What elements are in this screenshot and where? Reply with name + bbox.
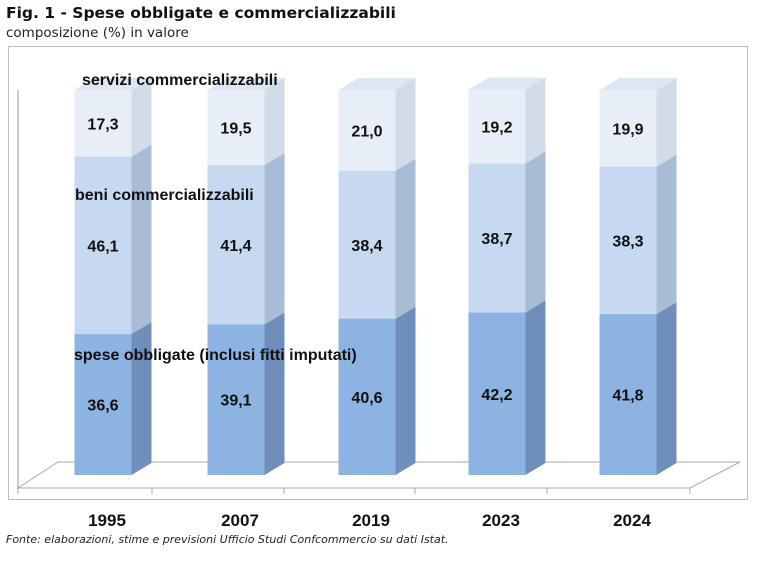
bar-side-1 xyxy=(395,158,416,319)
bar-top-2 xyxy=(207,78,285,90)
bar-top-2 xyxy=(468,77,546,90)
data-label: 39,1 xyxy=(220,393,251,410)
bar-side-1 xyxy=(264,153,285,325)
bar-front-0 xyxy=(468,312,526,475)
bar-top-2 xyxy=(338,78,416,90)
bar-front-2 xyxy=(74,90,132,157)
bar-side-1 xyxy=(131,144,152,335)
bar-side-2 xyxy=(264,78,285,166)
bar-side-2 xyxy=(656,78,677,167)
data-label: 38,3 xyxy=(612,233,643,250)
bar-front-2 xyxy=(599,90,657,167)
bar-front-0 xyxy=(338,318,396,475)
bar-side-0 xyxy=(131,322,152,475)
bar-side-1 xyxy=(525,151,546,313)
x-tick-label: 2019 xyxy=(352,511,390,530)
x-tick-label: 2024 xyxy=(613,511,651,530)
bar-front-1 xyxy=(207,165,265,325)
bar-side-2 xyxy=(131,78,152,157)
bar-side-0 xyxy=(525,300,546,475)
data-label: 40,6 xyxy=(351,390,382,407)
x-tick-label: 1995 xyxy=(88,511,126,530)
x-tick-label: 2007 xyxy=(221,511,259,530)
bar-front-0 xyxy=(207,324,265,475)
data-label: 19,5 xyxy=(220,121,251,138)
bar-front-1 xyxy=(599,166,657,315)
bar-side-1 xyxy=(656,154,677,315)
series-label: servizi commercializzabili xyxy=(82,72,278,89)
bar-front-2 xyxy=(207,90,265,166)
bar-side-2 xyxy=(525,77,546,164)
bar-front-2 xyxy=(338,90,396,171)
data-label: 21,0 xyxy=(351,123,382,140)
chart-frame xyxy=(8,46,748,500)
data-label: 36,6 xyxy=(87,398,118,415)
source-note: Fonte: elaborazioni, stime e previsioni … xyxy=(6,533,449,546)
bar-front-2 xyxy=(468,89,526,164)
data-label: 19,2 xyxy=(481,120,512,137)
data-label: 17,3 xyxy=(87,116,118,133)
bar-front-1 xyxy=(468,163,526,313)
bar-side-0 xyxy=(395,306,416,475)
data-label: 19,9 xyxy=(612,121,643,138)
bar-top-2 xyxy=(599,78,677,90)
data-label: 46,1 xyxy=(87,238,118,255)
bar-top-2 xyxy=(74,78,152,90)
chart-title: Fig. 1 - Spese obbligate e commercializz… xyxy=(6,4,396,22)
data-label: 41,4 xyxy=(220,238,251,255)
data-label: 38,7 xyxy=(481,231,512,248)
x-tick-label: 2023 xyxy=(482,511,520,530)
bar-front-0 xyxy=(599,314,657,475)
chart-subtitle: composizione (%) in valore xyxy=(6,25,189,41)
data-label: 41,8 xyxy=(612,388,643,405)
bar-front-1 xyxy=(74,156,132,335)
data-label: 38,4 xyxy=(351,238,382,255)
bar-side-0 xyxy=(264,312,285,475)
bar-front-0 xyxy=(74,334,132,475)
bar-side-0 xyxy=(656,302,677,475)
bar-front-1 xyxy=(338,170,396,319)
series-label: spese obbligate (inclusi fitti imputati) xyxy=(74,347,357,364)
series-label: beni commercializzabili xyxy=(75,187,254,204)
data-label: 42,2 xyxy=(481,387,512,404)
bar-side-2 xyxy=(395,78,416,171)
